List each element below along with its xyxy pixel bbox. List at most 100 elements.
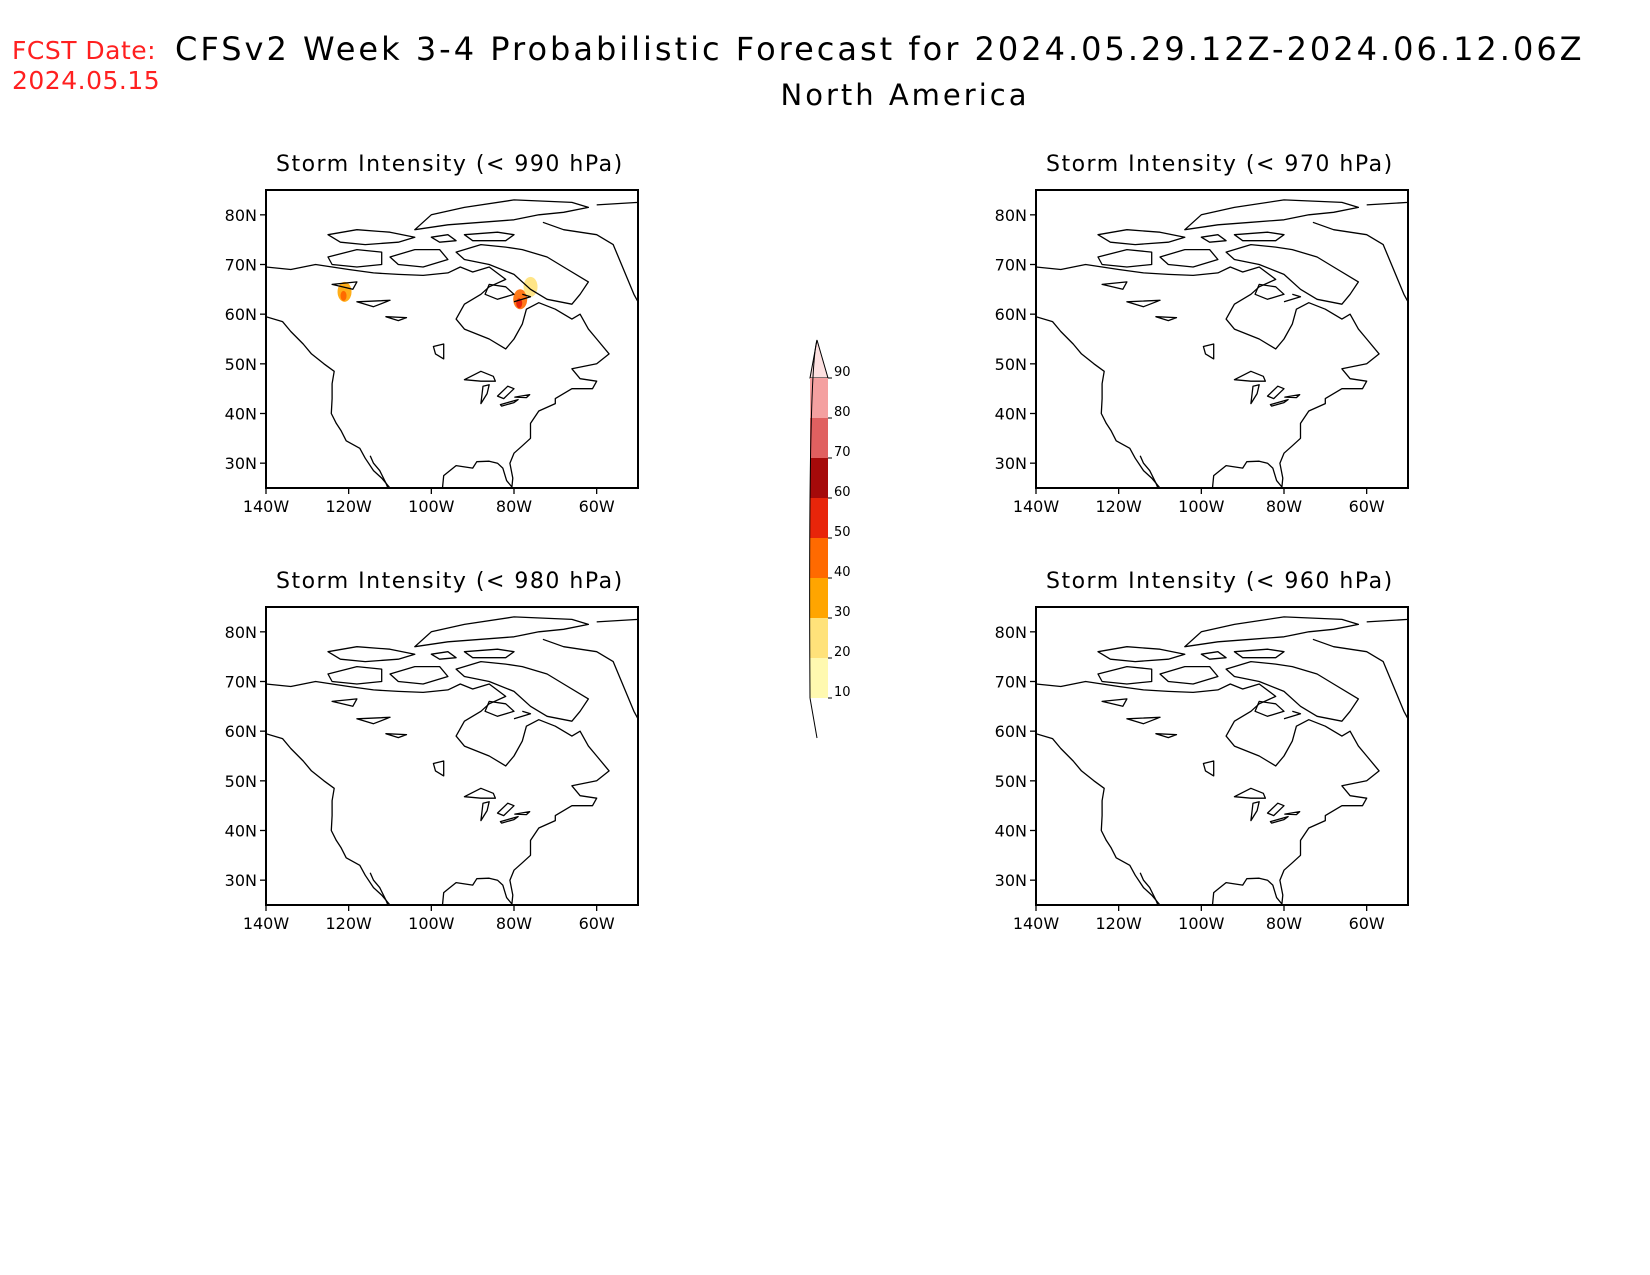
map-panel-960: 80N 70N 60N 50N 40N 30N 140W 120W 100W 80W 60W — [995, 606, 1409, 933]
probability-colorbar: 10 20 30 40 50 60 70 80 90 — [809, 339, 851, 739]
lat-tick-label: 80N — [995, 623, 1027, 642]
coastline-island — [1233, 648, 1285, 659]
lon-tick-label: 60W — [579, 914, 615, 933]
colorbar-segment — [810, 458, 828, 498]
coastline-island — [1159, 248, 1219, 268]
colorbar-top-arrow — [809, 339, 829, 379]
lake-outline — [356, 299, 391, 308]
lon-tick-label: 100W — [408, 497, 455, 516]
lake-outline — [1233, 370, 1267, 382]
coastline-island — [463, 648, 515, 659]
lat-tick-label: 70N — [225, 256, 257, 275]
coastline-island — [463, 231, 515, 242]
coastline-greenland — [1312, 638, 1408, 732]
coastline-greenland-north — [596, 612, 638, 623]
coastline-island — [430, 651, 457, 660]
lake-outline — [480, 801, 490, 822]
lake-outline — [514, 393, 531, 399]
lake-outline — [1284, 393, 1301, 399]
coastline-island — [484, 283, 515, 300]
lon-tick-label: 120W — [325, 914, 372, 933]
lake-outline — [1233, 787, 1267, 799]
colorbar-segment — [810, 418, 828, 458]
coastline-island — [1254, 283, 1285, 300]
coastline-island — [1233, 231, 1285, 242]
main-title: CFSv2 Week 3-4 Probabilistic Forecast fo… — [175, 30, 1585, 68]
colorbar-label: 20 — [834, 645, 851, 660]
lake-outline — [1202, 343, 1215, 360]
panel-title-960: Storm Intensity (< 960 hPa) — [1046, 569, 1394, 594]
lon-tick-label: 120W — [1095, 497, 1142, 516]
coastline-island — [1184, 616, 1360, 648]
coastline-hudson — [513, 293, 532, 303]
map-panel-990: 80N 70N 60N 50N 40N 30N 140W 120W 100W 80W 60W — [225, 189, 639, 516]
coastline-island — [414, 199, 590, 231]
lake-outline — [1126, 716, 1161, 725]
lat-tick-label: 60N — [225, 722, 257, 741]
lat-tick-label: 70N — [995, 673, 1027, 692]
coastline-island — [1225, 660, 1360, 722]
lat-tick-label: 40N — [225, 822, 257, 841]
coastline-island — [1159, 665, 1219, 685]
lon-tick-label: 120W — [1095, 914, 1142, 933]
lake-outline — [1250, 801, 1260, 822]
panel-title-990: Storm Intensity (< 990 hPa) — [276, 152, 624, 177]
colorbar-label: 80 — [834, 405, 851, 420]
lat-tick-label: 70N — [225, 673, 257, 692]
lon-tick-label: 100W — [1178, 914, 1225, 933]
lon-tick-label: 60W — [1349, 914, 1385, 933]
map-frame — [1035, 189, 1409, 489]
panel-title-980: Storm Intensity (< 980 hPa) — [276, 569, 624, 594]
lake-outline — [356, 716, 391, 725]
coastline-island — [1097, 229, 1186, 246]
lat-tick-label: 50N — [225, 355, 257, 374]
coastline-hudson — [1283, 293, 1302, 303]
lake-outline — [463, 787, 497, 799]
coastline-layer — [1036, 195, 1408, 488]
coastline-mainland — [1036, 263, 1380, 488]
lon-tick-label: 100W — [408, 914, 455, 933]
lake-outline — [432, 343, 445, 360]
coastline-hudson — [1283, 710, 1302, 720]
coastline-island — [484, 700, 515, 717]
colorbar-segment — [810, 658, 828, 698]
lon-tick-label: 120W — [325, 497, 372, 516]
colorbar-segment — [810, 618, 828, 658]
lake-outline — [1126, 299, 1161, 308]
coastline-hudson — [513, 710, 532, 720]
lake-outline — [1266, 802, 1285, 817]
map-content: 80N 70N 60N 50N 40N 30N 140W 120W 100W 80W 60W — [995, 189, 1409, 516]
coastline-west — [266, 733, 391, 905]
coastline-mainland — [266, 680, 610, 905]
lake-outline — [463, 370, 497, 382]
colorbar-edge — [809, 339, 818, 699]
lat-tick-label: 40N — [995, 405, 1027, 424]
colorbar-label: 90 — [834, 365, 851, 380]
lat-tick-label: 30N — [995, 871, 1027, 890]
lat-tick-label: 30N — [225, 871, 257, 890]
coastline-island — [455, 243, 590, 305]
lon-tick-label: 100W — [1178, 497, 1225, 516]
probability-hotspot-core — [340, 290, 347, 301]
lon-tick-label: 60W — [579, 497, 615, 516]
coastline-island — [1254, 700, 1285, 717]
lake-outline — [1250, 384, 1260, 405]
coastline-baja — [369, 455, 389, 488]
colorbar-label: 40 — [834, 565, 851, 580]
lat-tick-label: 80N — [995, 206, 1027, 225]
forecast-date-value: 2024.05.15 — [12, 66, 161, 95]
coastline-island — [327, 229, 416, 246]
coastline-island — [1097, 646, 1186, 663]
lake-outline — [496, 802, 515, 817]
lon-tick-label: 60W — [1349, 497, 1385, 516]
lake-outline — [1284, 810, 1301, 816]
colorbar-segment — [810, 578, 828, 618]
lon-tick-label: 80W — [496, 914, 532, 933]
lake-outline — [385, 316, 408, 322]
coastline-greenland — [542, 638, 638, 732]
lon-tick-label: 140W — [1013, 914, 1060, 933]
lat-tick-label: 30N — [995, 454, 1027, 473]
lake-outline — [331, 698, 358, 707]
coastline-island — [389, 248, 449, 268]
lake-outline — [499, 815, 519, 824]
